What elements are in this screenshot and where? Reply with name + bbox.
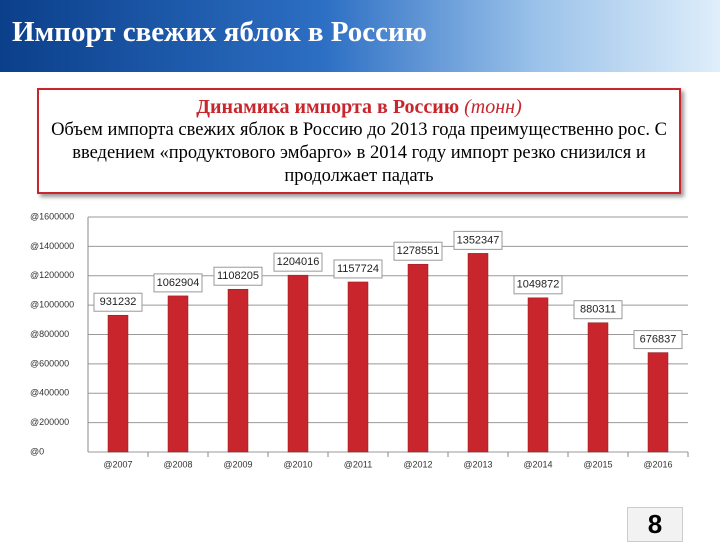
value-label-box <box>153 273 203 293</box>
x-tick-label: @2014 <box>523 459 552 469</box>
chart: @0 @200000 @400000 @600000 @800000 @1000000 @1… <box>30 211 689 469</box>
y-tick-label: @400000 <box>30 388 69 398</box>
x-tick-label: @2011 <box>344 459 373 469</box>
value-label-box <box>393 241 443 261</box>
value-label: 931232 <box>100 296 137 308</box>
value-label: 1157724 <box>337 263 379 275</box>
bar <box>647 352 669 453</box>
value-label: 1108205 <box>217 270 259 282</box>
value-label: 1049872 <box>517 279 560 291</box>
box-heading: Динамика импорта в Россию <box>196 96 460 118</box>
value-label-box <box>633 330 683 350</box>
y-tick-label: @1000000 <box>30 300 74 310</box>
value-label: 1062904 <box>157 277 200 289</box>
slide-title: Импорт свежих яблок в Россию <box>12 16 427 48</box>
page-number: 8 <box>627 507 683 542</box>
box-text: Объем импорта свежих яблок в Россию до 2… <box>51 120 667 186</box>
text-box: Динамика импорта в Россию (тонн) Объем и… <box>37 88 681 194</box>
y-tick-label: @800000 <box>30 329 69 339</box>
x-tick-label: @2010 <box>283 459 312 469</box>
y-tick-label: @1400000 <box>30 241 74 251</box>
bar <box>587 322 609 453</box>
bar <box>467 253 489 453</box>
x-tick-label: @2015 <box>583 459 612 469</box>
y-tick-label: @0 <box>30 446 44 456</box>
x-tick-label: @2016 <box>643 459 672 469</box>
x-tick-label: @2008 <box>163 459 192 469</box>
value-label: 676837 <box>640 333 677 345</box>
bar <box>107 314 129 453</box>
x-tick-label: @2009 <box>223 459 252 469</box>
value-label: 1278551 <box>397 245 440 257</box>
bar <box>287 274 309 453</box>
value-label-box <box>213 266 263 286</box>
y-tick-label: @1600000 <box>30 211 74 221</box>
y-tick-label: @1200000 <box>30 270 74 280</box>
x-tick-label: @2012 <box>403 459 432 469</box>
header: Импорт свежих яблок в Россию <box>0 0 720 72</box>
value-label: 1352347 <box>457 234 500 246</box>
value-label-box <box>333 259 383 279</box>
value-label-box <box>273 252 323 272</box>
y-tick-label: @600000 <box>30 358 69 368</box>
value-label-box <box>513 275 563 295</box>
value-label: 880311 <box>580 304 616 316</box>
value-label-box <box>573 300 623 320</box>
value-label-box <box>93 292 143 312</box>
x-tick-label: @2013 <box>463 459 492 469</box>
bar <box>407 263 429 453</box>
value-label-box <box>453 230 503 250</box>
y-tick-label: @200000 <box>30 417 69 427</box>
value-label: 1204016 <box>277 256 320 268</box>
bar <box>227 288 249 453</box>
bar <box>527 297 549 453</box>
box-heading-line: Динамика импорта в Россию (тонн) <box>39 96 679 119</box>
box-unit: (тонн) <box>464 96 522 118</box>
bar <box>167 295 189 453</box>
bar <box>347 281 369 453</box>
x-tick-label: @2007 <box>103 459 132 469</box>
